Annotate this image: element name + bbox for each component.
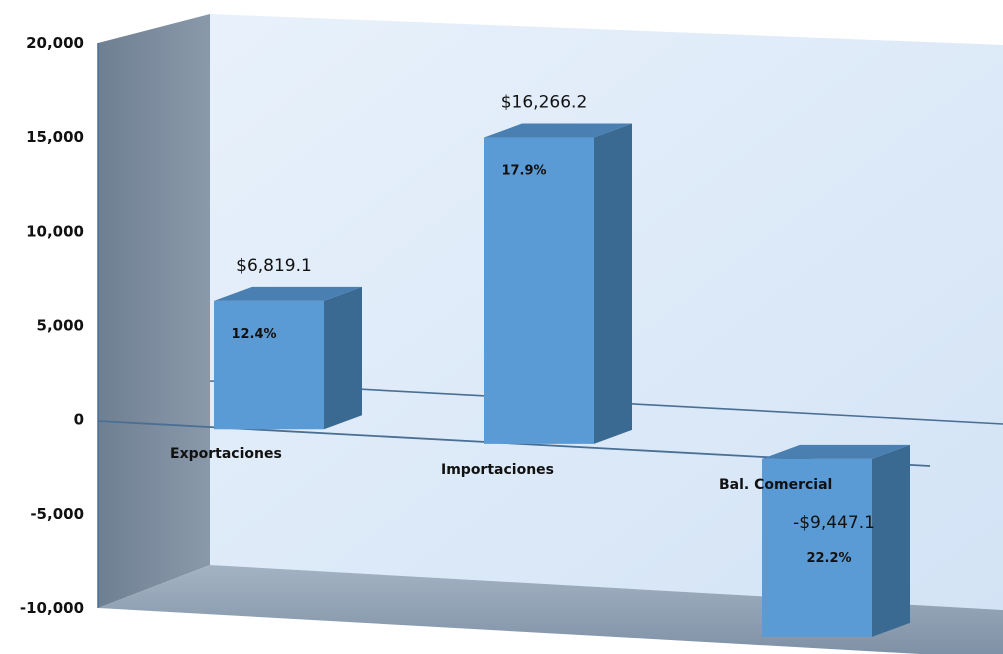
y-tick-label: -10,000 <box>20 599 84 617</box>
value-label: -$9,447.1 <box>793 513 875 533</box>
category-label: Bal. Comercial <box>719 477 832 493</box>
y-tick-label: -5,000 <box>30 505 84 523</box>
value-label: $16,266.2 <box>501 93 588 113</box>
bar-side <box>324 286 362 430</box>
bar-group: $6,819.1 12.4% Exportaciones <box>170 256 362 462</box>
bar-group: -$9,447.1 22.2% Bal. Comercial <box>719 444 910 637</box>
y-tick-label: 10,000 <box>26 222 84 240</box>
bar-side <box>872 444 910 637</box>
category-label: Exportaciones <box>170 446 282 462</box>
bar-group: $16,266.2 17.9% Importaciones <box>441 93 632 478</box>
y-tick-label: 5,000 <box>37 317 84 335</box>
bar <box>762 458 872 637</box>
value-label: $6,819.1 <box>236 256 312 276</box>
bar-top <box>484 123 632 138</box>
side-wall <box>98 14 210 608</box>
bar-top <box>214 286 362 301</box>
percent-label: 22.2% <box>806 551 851 566</box>
bar <box>484 137 594 444</box>
bar-side <box>594 123 632 444</box>
category-label: Importaciones <box>441 462 554 478</box>
y-tick-label: 20,000 <box>26 34 84 52</box>
percent-label: 17.9% <box>501 164 546 179</box>
y-tick-label: 15,000 <box>26 128 84 146</box>
bar <box>214 300 324 430</box>
percent-label: 12.4% <box>231 327 276 342</box>
y-tick-label: 0 <box>74 411 84 429</box>
bar-top <box>762 444 910 459</box>
